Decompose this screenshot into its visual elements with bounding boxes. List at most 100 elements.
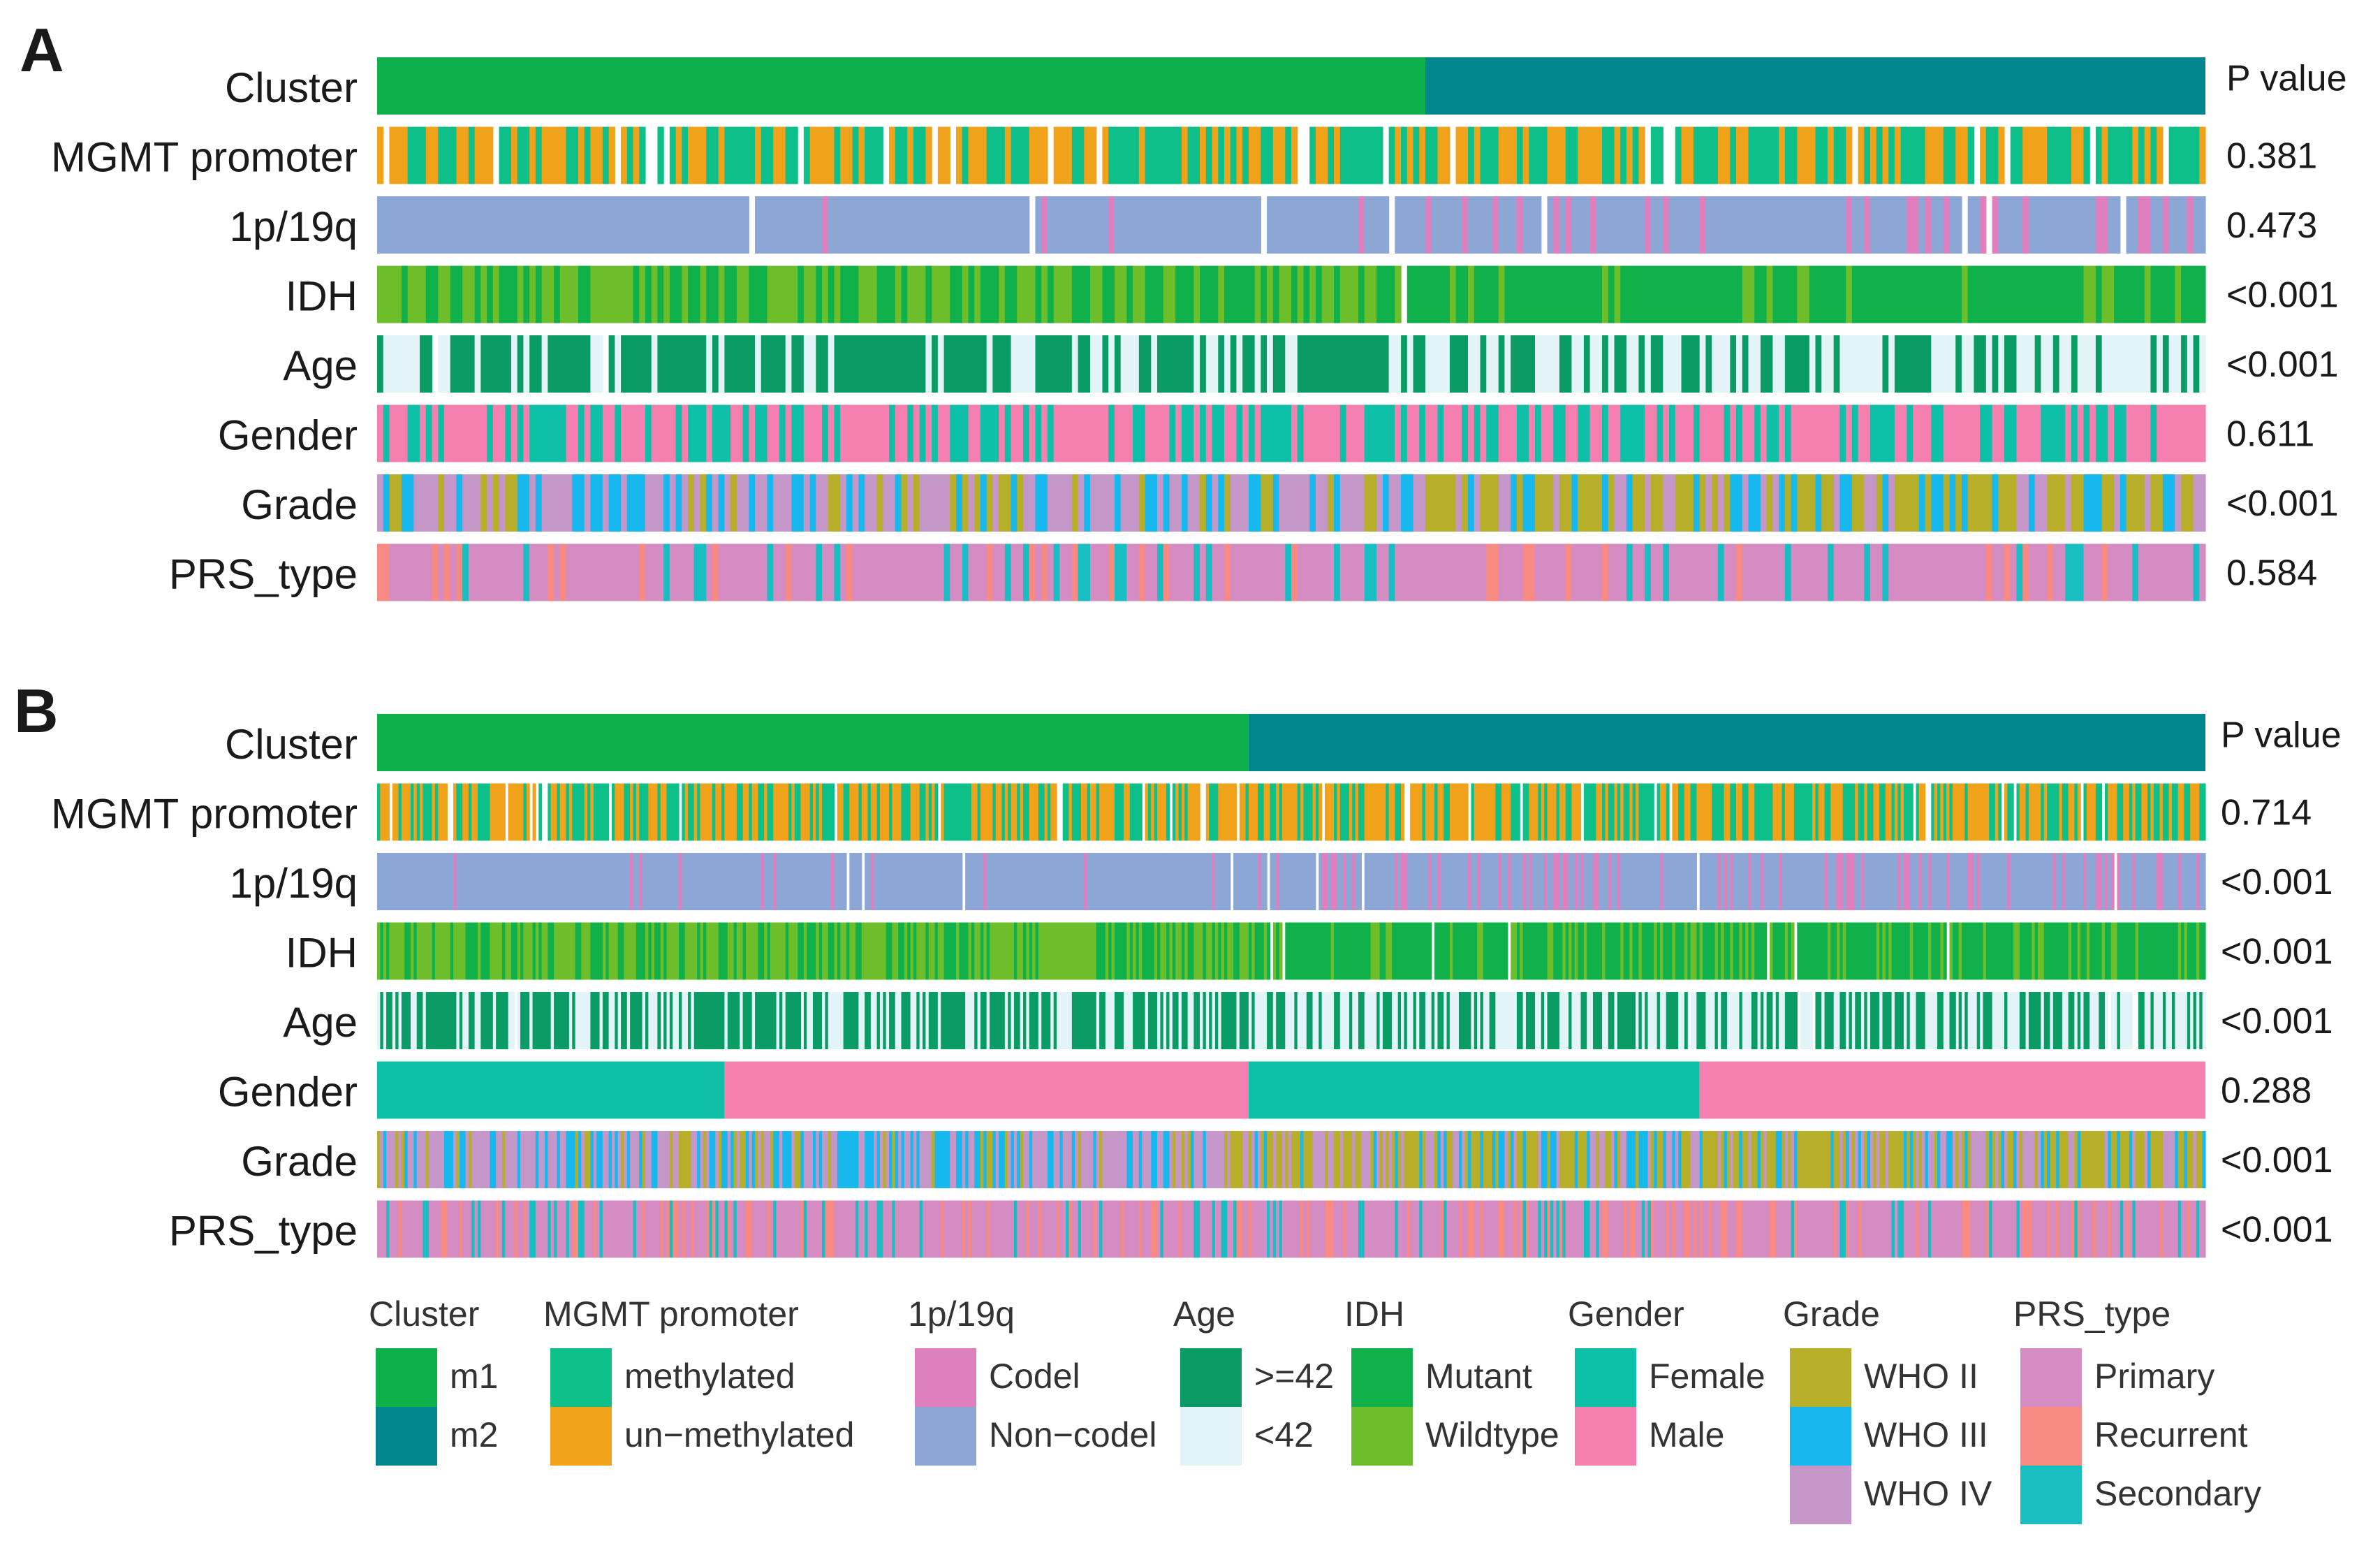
- cell-gender-male: [1529, 404, 1536, 462]
- cell-grade-whoiii: [965, 1131, 969, 1188]
- cell-grade-whoiii: [2047, 1131, 2051, 1188]
- cell-grade-whoiv: [611, 1131, 615, 1188]
- cell-mgmt-unmethylated: [1980, 126, 1987, 184]
- cell-codel-codel: [2138, 196, 2152, 254]
- cell-prs-secondary: [1193, 543, 1200, 601]
- cell-gender-female: [1486, 404, 1499, 462]
- cell-idh-mutant: [386, 922, 390, 980]
- cell-age-42: [621, 992, 628, 1049]
- cell-idh-wildtype: [1017, 922, 1024, 980]
- cell-mgmt-methylated: [1468, 126, 1475, 184]
- cell-grade-whoiv: [886, 1131, 890, 1188]
- cell-codel-noncodel: [2010, 853, 2054, 910]
- cell-prs-primary: [990, 1200, 1015, 1258]
- cell-codel-noncodel: [1851, 196, 1865, 254]
- cell-idh-wildtype: [834, 265, 841, 323]
- cell-age-42: [517, 335, 524, 393]
- cell-age-42: [575, 992, 592, 1049]
- cell-idh-mutant: [1608, 265, 1615, 323]
- cell-grade-whoiii: [1937, 1131, 1941, 1188]
- cell-grade-whoii: [2071, 474, 2085, 532]
- cell-mgmt-methylated: [1147, 783, 1152, 841]
- cell-prs-primary: [2135, 1200, 2161, 1258]
- cell-gender-female: [1620, 404, 1645, 462]
- cell-grade-whoii: [1681, 1131, 1691, 1188]
- cell-mgmt-unmethylated: [700, 783, 713, 841]
- cell-grade-whoiii: [1757, 1131, 1761, 1188]
- cell-age-42: [2077, 992, 2081, 1049]
- cell-idh-mutant: [2080, 922, 2087, 980]
- cell-grade-whoiv: [1599, 1131, 1606, 1188]
- cell-prs-recurrent: [1985, 1200, 1990, 1258]
- cell-grade-whoii: [1934, 1131, 1938, 1188]
- cell-idh-mutant: [1334, 265, 1341, 323]
- cell-mgmt-methylated: [2083, 126, 2090, 184]
- cell-idh-wildtype: [745, 922, 759, 980]
- cell-prs-recurrent: [2077, 1200, 2081, 1258]
- cell-prs-primary: [1474, 1200, 1481, 1258]
- cell-codel-noncodel: [834, 853, 847, 910]
- cell-grade-whoiii: [2083, 474, 2103, 532]
- cell-age-42: [1099, 992, 1106, 1049]
- pvalue: 0.288: [2221, 1071, 2312, 1111]
- cell-mgmt-methylated: [517, 126, 530, 184]
- cell-codel-noncodel: [1931, 196, 1944, 254]
- cell-prs-primary: [684, 1200, 692, 1258]
- cell-mgmt-methylated: [2010, 126, 2023, 184]
- cell-prs-secondary: [1891, 1200, 1895, 1258]
- cell-mgmt-unmethylated: [380, 783, 390, 841]
- cell-grade-whoiii: [889, 1131, 893, 1188]
- cell-age-42: [1559, 992, 1569, 1049]
- cell-prs-primary: [1214, 1200, 1222, 1258]
- cell-grade-whoii: [1071, 474, 1079, 532]
- cell-mgmt-unmethylated: [541, 126, 567, 184]
- cell-mgmt-methylated: [407, 126, 427, 184]
- cell-mgmt-methylated: [423, 783, 433, 841]
- cell-grade-whoiv: [682, 474, 689, 532]
- cell-prs-secondary: [876, 1200, 883, 1258]
- cell-grade-whoiii: [383, 474, 390, 532]
- cell-grade-whoiii: [1382, 474, 1390, 532]
- cell-prs-recurrent: [1138, 1200, 1143, 1258]
- cell-age-42: [1751, 992, 1758, 1049]
- cell-prs-recurrent: [548, 543, 554, 601]
- cell-idh-wildtype: [663, 265, 670, 323]
- cell-codel-codel: [1041, 196, 1048, 254]
- cell-idh-mutant: [633, 265, 640, 323]
- heatmap-row-prs: PRS_type 0.584: [169, 543, 2317, 601]
- cell-age-42: [1090, 335, 1103, 393]
- cell-prs-recurrent: [1138, 543, 1146, 601]
- cell-codel-noncodel: [1900, 853, 1904, 910]
- cell-grade-whoii: [892, 1131, 896, 1188]
- cell-prs-primary: [923, 1200, 941, 1258]
- cell-mgmt-unmethylated: [1784, 783, 1795, 841]
- cell-prs-secondary: [834, 543, 841, 601]
- cell-codel-noncodel: [2108, 853, 2112, 910]
- cell-mgmt-methylated: [1172, 783, 1176, 841]
- cell-grade-whoii: [1276, 1131, 1283, 1188]
- cell-mgmt-unmethylated: [1596, 783, 1603, 841]
- cell-mgmt-methylated: [548, 783, 552, 841]
- cell-mgmt-unmethylated: [615, 783, 625, 841]
- cell-age-42: [1406, 335, 1414, 393]
- cell-mgmt-methylated: [1876, 126, 1883, 184]
- cell-idh-wildtype: [1672, 922, 1676, 980]
- cell-gender-female: [779, 404, 786, 462]
- cell-grade-whoiv: [1102, 1131, 1127, 1188]
- cell-codel-noncodel: [1870, 196, 1907, 254]
- cell-prs-primary: [1462, 1200, 1469, 1258]
- cell-idh-wildtype: [1321, 265, 1335, 323]
- cell-idh-mutant: [2181, 922, 2185, 980]
- cell-grade-whoiii: [1748, 474, 1761, 532]
- cell-idh-mutant: [2181, 265, 2206, 323]
- cell-idh-mutant: [1071, 265, 1091, 323]
- cell-prs-primary: [450, 543, 457, 601]
- cell-age-42: [1133, 992, 1146, 1049]
- cell-idh-mutant: [520, 922, 524, 980]
- cell-idh-mutant: [1126, 265, 1133, 323]
- cell-grade-whoiv: [1855, 1131, 1859, 1188]
- cell-grade-whoii: [1138, 474, 1146, 532]
- cell-idh-wildtype: [999, 265, 1006, 323]
- cell-idh-wildtype: [1126, 922, 1131, 980]
